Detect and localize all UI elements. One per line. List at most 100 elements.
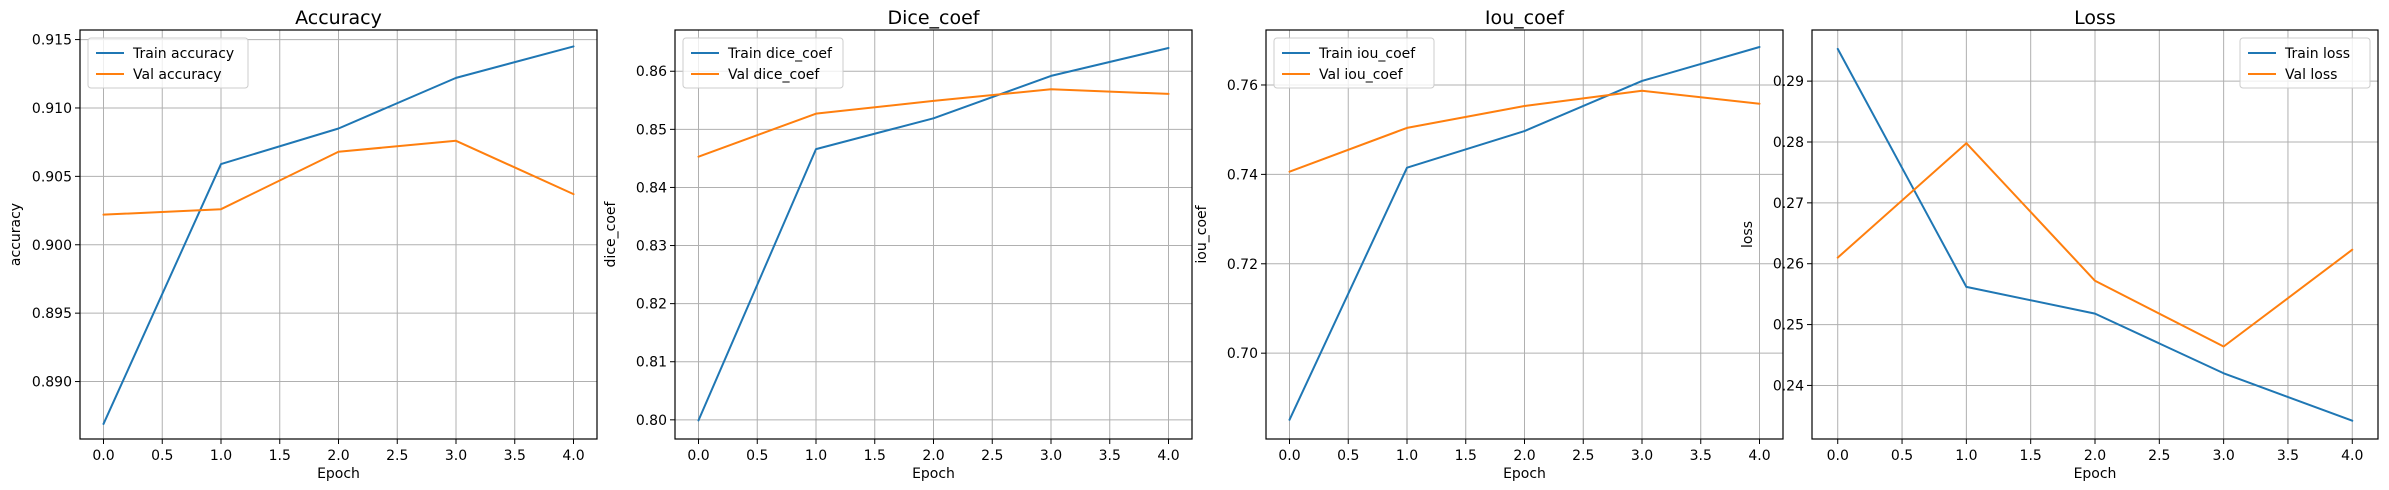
y-tick-label: 0.86 (636, 64, 667, 80)
legend-label-val: Val accuracy (133, 67, 222, 83)
x-tick-label: 1.0 (805, 448, 827, 464)
legend-label-val: Val dice_coef (728, 67, 820, 83)
x-tick-label: 1.5 (2020, 448, 2042, 464)
x-tick-label: 4.0 (562, 448, 584, 464)
x-axis-label: Epoch (912, 466, 955, 482)
y-axis-label: accuracy (8, 203, 24, 266)
x-tick-label: 3.5 (1099, 448, 1121, 464)
y-axis-label: dice_coef (603, 200, 619, 267)
series-line-val (102, 139, 575, 216)
legend-label-train: Train iou_coef (1318, 46, 1416, 62)
x-tick-label: 4.0 (1157, 448, 1179, 464)
x-tick-label: 3.0 (2213, 448, 2235, 464)
x-tick-label: 2.0 (922, 448, 944, 464)
legend: Train iou_coef Val iou_coef (1273, 37, 1435, 89)
y-axis-label: loss (1740, 221, 1756, 248)
x-tick-label: 0.0 (687, 448, 709, 464)
chart-title: Loss (2074, 7, 2116, 29)
y-tick-label: 0.76 (1227, 78, 1258, 94)
chart-panel-1: 0.0 0.5 1.0 1.5 2.0 2.5 3.0 3.5 4.0 0.890 0.895 0.9… (8, 7, 598, 482)
x-tick-label: 2.5 (981, 448, 1003, 464)
legend-box (87, 37, 249, 89)
y-tick-label: 0.83 (636, 239, 667, 255)
y-tick-label: 0.29 (1773, 74, 1804, 90)
y-tick-label: 0.28 (1773, 135, 1804, 151)
x-tick-label: 1.5 (864, 448, 886, 464)
x-tick-label: 2.5 (1572, 448, 1594, 464)
y-tick-label: 0.72 (1227, 257, 1258, 273)
series-line-train (1836, 47, 2354, 422)
series-line-train (697, 47, 1170, 422)
y-tick-label: 0.74 (1227, 167, 1258, 183)
y-tick-label: 0.24 (1773, 378, 1804, 394)
y-tick-label: 0.26 (1773, 257, 1804, 273)
x-tick-label: 3.5 (504, 448, 526, 464)
legend-label-train: Train loss (2284, 46, 2350, 62)
x-tick-label: 3.0 (445, 448, 467, 464)
x-tick-label: 0.5 (1891, 448, 1913, 464)
legend: Train loss Val loss (2239, 37, 2371, 89)
x-tick-label: 2.0 (1513, 448, 1535, 464)
legend-label-train: Train dice_coef (727, 46, 833, 62)
x-tick-label: 1.0 (1396, 448, 1418, 464)
y-tick-label: 0.80 (636, 413, 667, 429)
legend-label-val: Val iou_coef (1319, 67, 1404, 83)
y-tick-label: 0.84 (636, 180, 667, 196)
chart-panel-2: 0.0 0.5 1.0 1.5 2.0 2.5 3.0 3.5 4.0 0.80 0.81 0.82 0… (603, 7, 1193, 482)
legend: Train accuracy Val accuracy (87, 37, 249, 89)
chart-title: Dice_coef (888, 7, 981, 29)
x-axis-label: Epoch (1503, 466, 1546, 482)
series-line-val (1836, 142, 2354, 348)
y-tick-label: 0.25 (1773, 318, 1804, 334)
x-tick-label: 0.5 (1337, 448, 1359, 464)
x-tick-label: 2.5 (2148, 448, 2170, 464)
x-tick-label: 3.5 (1690, 448, 1712, 464)
y-tick-label: 0.910 (32, 101, 72, 117)
y-tick-label: 0.70 (1227, 346, 1258, 362)
y-axis-label: iou_coef (1194, 204, 1210, 263)
x-tick-label: 2.0 (2084, 448, 2106, 464)
chart-panel-4: 0.0 0.5 1.0 1.5 2.0 2.5 3.0 3.5 4.0 0.24 0.25 0.26 0… (1740, 7, 2379, 482)
x-tick-label: 1.5 (269, 448, 291, 464)
x-tick-label: 1.0 (210, 448, 232, 464)
x-tick-label: 1.0 (1955, 448, 1977, 464)
x-tick-label: 3.5 (2277, 448, 2299, 464)
x-tick-label: 2.5 (386, 448, 408, 464)
legend-label-train: Train accuracy (132, 46, 234, 62)
legend-box (2239, 37, 2371, 89)
legend-box (682, 37, 844, 89)
series-line-val (697, 88, 1170, 158)
x-tick-label: 0.0 (1827, 448, 1849, 464)
x-tick-label: 0.5 (746, 448, 768, 464)
y-tick-label: 0.82 (636, 297, 667, 313)
y-tick-label: 0.915 (32, 33, 72, 49)
legend-box (1273, 37, 1435, 89)
chart-title: Iou_coef (1485, 7, 1566, 29)
x-tick-label: 3.0 (1631, 448, 1653, 464)
x-tick-label: 0.0 (1278, 448, 1300, 464)
series-line-train (102, 45, 575, 425)
y-tick-label: 0.895 (32, 306, 72, 322)
chart-panel-3: 0.0 0.5 1.0 1.5 2.0 2.5 3.0 3.5 4.0 0.70 0.72 0.74 0… (1194, 7, 1784, 482)
series-line-train (1288, 45, 1761, 421)
y-tick-label: 0.905 (32, 169, 72, 185)
x-tick-label: 2.0 (327, 448, 349, 464)
series-line-val (1288, 89, 1761, 173)
x-tick-label: 4.0 (2341, 448, 2363, 464)
x-tick-label: 1.5 (1455, 448, 1477, 464)
legend: Train dice_coef Val dice_coef (682, 37, 844, 89)
y-tick-label: 0.890 (32, 375, 72, 391)
legend-label-val: Val loss (2285, 67, 2337, 83)
y-tick-label: 0.900 (32, 238, 72, 254)
x-tick-label: 4.0 (1748, 448, 1770, 464)
x-axis-label: Epoch (2074, 466, 2117, 482)
x-tick-label: 0.5 (151, 448, 173, 464)
x-tick-label: 3.0 (1040, 448, 1062, 464)
chart-title: Accuracy (295, 7, 382, 29)
x-axis-label: Epoch (317, 466, 360, 482)
y-tick-label: 0.81 (636, 355, 667, 371)
x-tick-label: 0.0 (92, 448, 114, 464)
y-tick-label: 0.27 (1773, 196, 1804, 212)
y-tick-label: 0.85 (636, 122, 667, 138)
